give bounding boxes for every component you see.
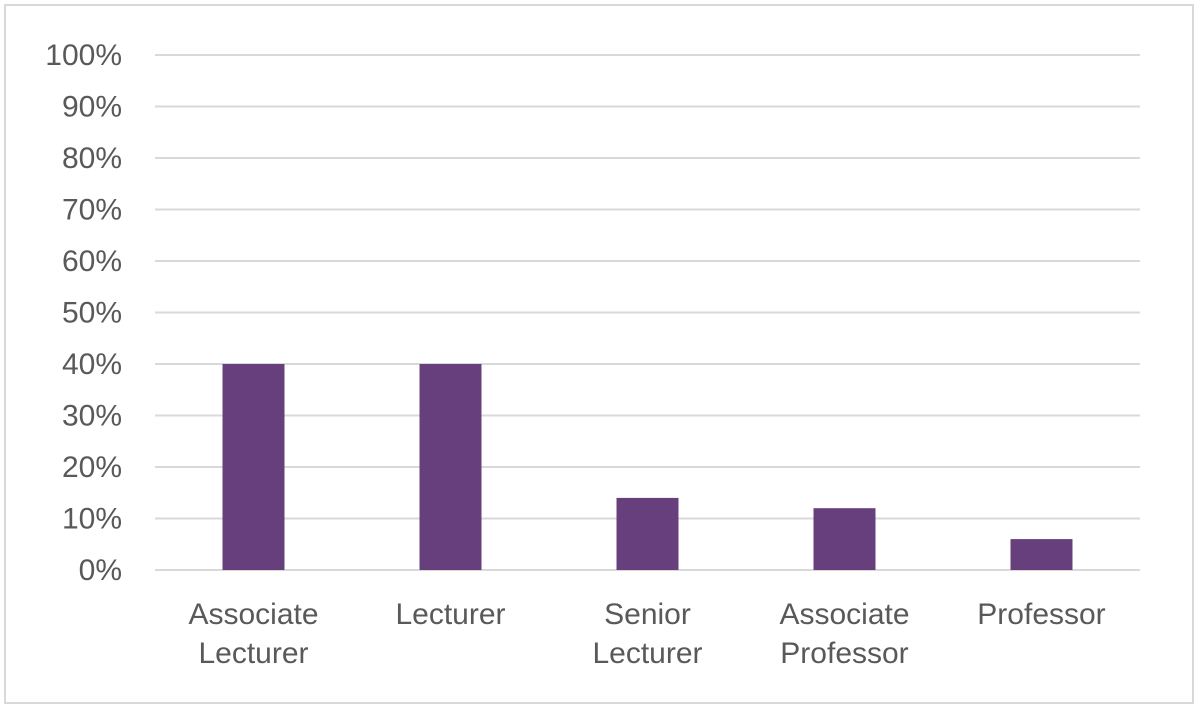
x-tick-label: Associate Professor bbox=[779, 598, 910, 670]
y-tick-label: 90% bbox=[62, 90, 122, 123]
bar bbox=[813, 508, 876, 570]
y-tick-label: 0% bbox=[79, 554, 122, 587]
x-tick-label: Senior Lecturer bbox=[592, 598, 703, 670]
y-tick-label: 10% bbox=[62, 502, 122, 535]
bar bbox=[419, 364, 482, 570]
bar bbox=[222, 364, 285, 570]
bar bbox=[1010, 539, 1073, 570]
y-tick-label: 70% bbox=[62, 193, 122, 226]
y-tick-label: 30% bbox=[62, 399, 122, 432]
y-tick-label: 100% bbox=[45, 39, 122, 72]
y-tick-label: 50% bbox=[62, 296, 122, 329]
bar bbox=[616, 497, 679, 570]
x-tick-label: Professor bbox=[977, 598, 1106, 631]
x-tick-label: Lecturer bbox=[395, 598, 506, 631]
y-tick-label: 60% bbox=[62, 245, 122, 278]
x-tick-label: Associate Lecturer bbox=[188, 598, 319, 670]
y-tick-label: 40% bbox=[62, 348, 122, 381]
chart-border bbox=[4, 4, 1194, 704]
y-tick-label: 20% bbox=[62, 451, 122, 484]
y-tick-label: 80% bbox=[62, 142, 122, 175]
